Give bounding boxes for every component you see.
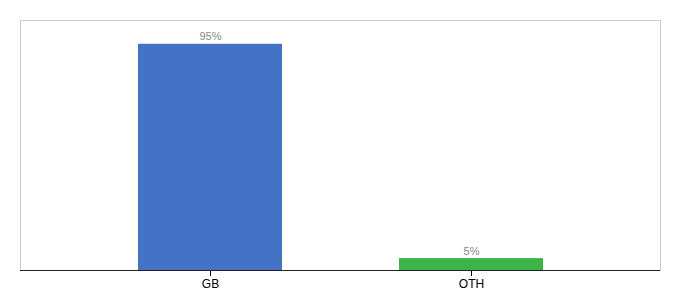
svg-text:95%: 95% xyxy=(199,30,221,42)
svg-text:OTH: OTH xyxy=(459,277,484,291)
svg-text:GB: GB xyxy=(202,277,219,291)
svg-text:5%: 5% xyxy=(464,245,480,257)
